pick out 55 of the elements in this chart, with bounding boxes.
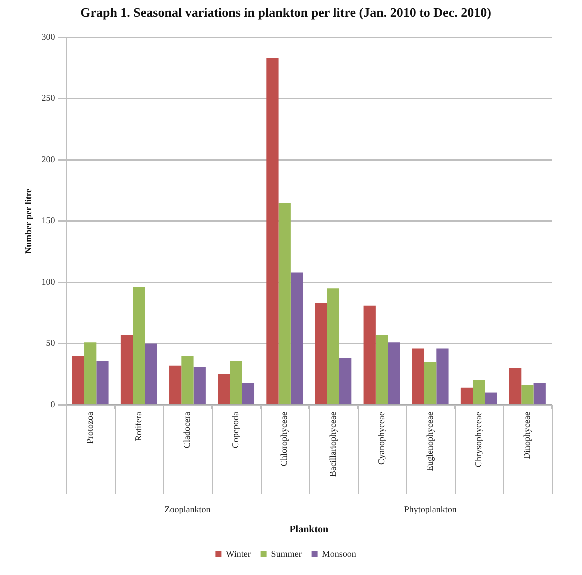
bar	[534, 382, 546, 404]
x-axis-title: Plankton	[290, 524, 330, 536]
bar	[242, 382, 255, 404]
bar	[182, 356, 194, 404]
bar	[120, 335, 134, 404]
bar	[266, 58, 279, 404]
bar	[96, 360, 109, 404]
x-tick-label: Copepoda	[230, 412, 241, 449]
x-tick-label: Cladocera	[182, 412, 192, 449]
bar	[412, 348, 425, 404]
bar	[84, 342, 97, 404]
y-tick-label: 50	[46, 338, 56, 348]
bar	[327, 288, 340, 404]
bar	[278, 202, 291, 404]
bar	[436, 348, 449, 404]
y-tick-label: 100	[42, 276, 56, 287]
bar	[388, 342, 400, 404]
x-tick-label: Dinophyceae	[522, 412, 532, 460]
bar	[364, 306, 376, 404]
x-tick-label: Bacillariophyceae	[328, 412, 338, 478]
x-tick-label: Protozoa	[84, 412, 95, 444]
bar	[72, 356, 85, 404]
text: Phytoplankton	[404, 504, 458, 514]
y-tick-label: 0	[50, 399, 56, 410]
y-tick-label: 300	[42, 32, 56, 42]
bar	[473, 380, 486, 404]
bar	[485, 392, 498, 404]
bar	[194, 367, 206, 404]
bar	[170, 366, 182, 404]
bar	[218, 374, 230, 404]
legend-label: Winter	[226, 548, 251, 559]
legend-label: Summer	[271, 548, 302, 559]
x-tick-label: Cyanophyceae	[376, 412, 386, 466]
bar	[315, 303, 328, 404]
legend-label: Monsoon	[322, 548, 357, 559]
y-tick-label: 250	[42, 93, 56, 104]
text: Zooplankton	[164, 504, 212, 514]
y-axis-title: Number per litre	[24, 188, 34, 254]
bar	[230, 360, 242, 404]
chart-title: Graph 1. Seasonal variations in plankton per litre (Jan. 2010 to Dec. 2010)	[80, 5, 492, 20]
x-tick-label: Chlorophyceae	[279, 412, 290, 467]
bar	[376, 335, 388, 404]
bar	[510, 368, 522, 404]
bar	[522, 385, 534, 404]
bar	[145, 344, 158, 404]
x-tick-label: Rotifera	[134, 412, 144, 442]
y-tick-label: 150	[42, 216, 56, 226]
x-tick-label: Chrysophyceae	[474, 412, 484, 468]
bar	[133, 287, 146, 404]
bar	[340, 358, 352, 404]
bar	[460, 388, 474, 404]
bar	[424, 362, 437, 404]
y-tick-label: 200	[42, 154, 56, 164]
bar	[290, 272, 304, 404]
x-tick-label: Euglenophyceae	[424, 412, 435, 472]
